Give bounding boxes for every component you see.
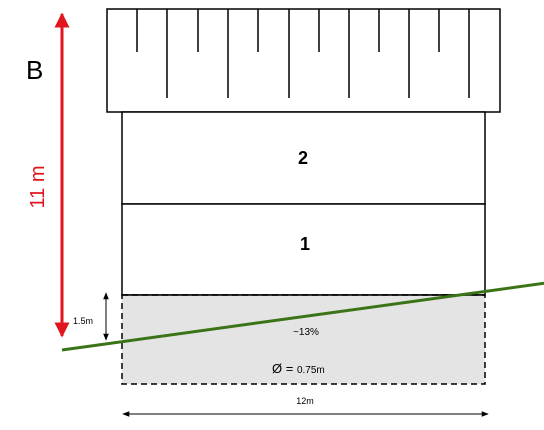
basement-height-label: 1.5m [73,316,93,326]
slope-label: ~13% [293,327,319,338]
section-label: B [26,55,43,85]
diameter-value: 0.75m [297,365,325,376]
floor-1 [121,203,486,296]
diameter-label: Ø = 0.75m [272,361,325,376]
ground-line [61,281,544,352]
roof-block [106,8,501,113]
floor-1-label: 1 [300,234,310,254]
floor-2 [121,111,486,205]
diameter-symbol: Ø [272,361,282,376]
width-dimension-label: 12m [296,396,314,406]
height-dimension-label: 11 m [27,166,49,209]
roof-hatch-lines [136,9,470,98]
floor-2-label: 2 [298,148,308,168]
diameter-equals: = [282,361,297,376]
